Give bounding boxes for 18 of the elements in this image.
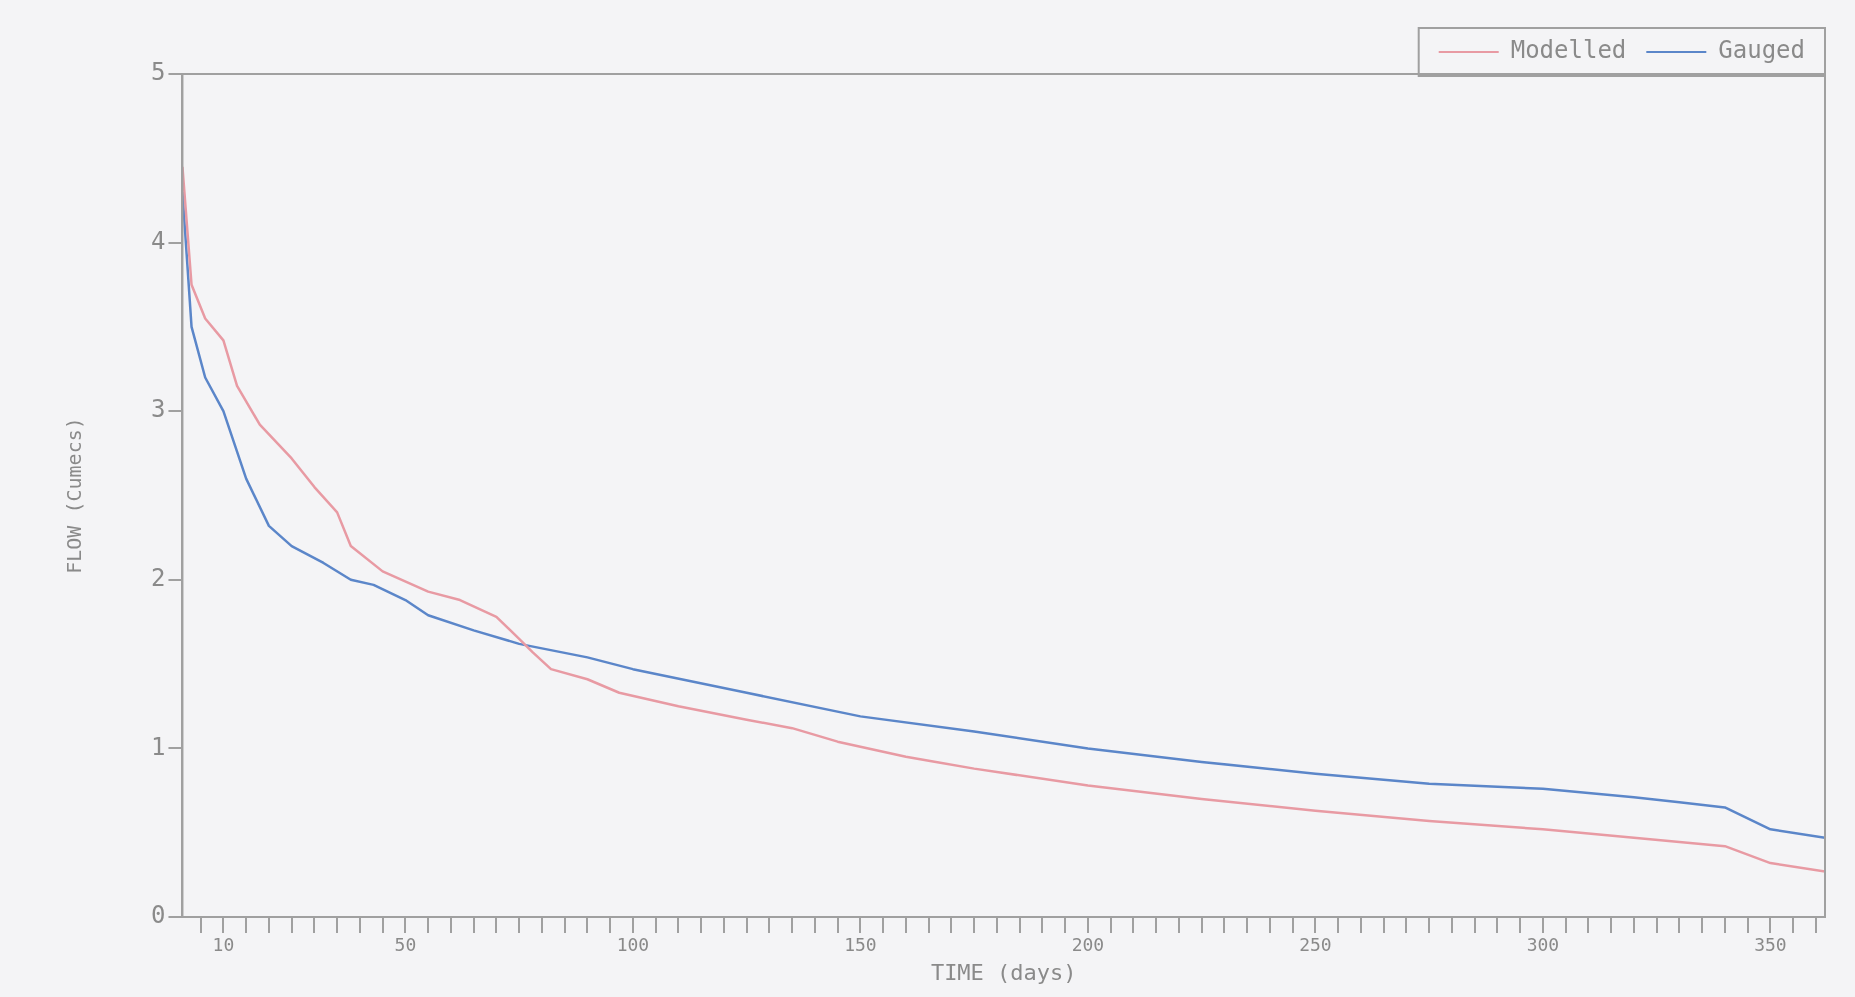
x-axis-title: TIME (days): [930, 959, 1077, 985]
y-tick-label: 4: [151, 226, 166, 255]
y-axis-title: FLOW (Cumecs): [62, 417, 87, 574]
legend-label: Modelled: [1510, 36, 1627, 65]
y-tick-label: 1: [151, 732, 166, 761]
x-tick-label: 350: [1754, 934, 1787, 956]
x-tick-label: 10: [212, 934, 235, 956]
x-tick-label: 250: [1299, 934, 1332, 956]
x-tick-label: 200: [1071, 934, 1105, 956]
y-tick-label: 2: [151, 564, 166, 593]
y-tick-label: 3: [151, 395, 166, 424]
x-tick-label: 300: [1526, 934, 1560, 956]
x-tick-label: 50: [394, 934, 417, 956]
y-tick-label: 5: [151, 58, 166, 87]
y-tick-label: 0: [151, 901, 166, 930]
x-tick-label: 100: [616, 934, 650, 956]
legend-label: Gauged: [1718, 36, 1806, 65]
x-tick-label: 150: [844, 934, 877, 956]
